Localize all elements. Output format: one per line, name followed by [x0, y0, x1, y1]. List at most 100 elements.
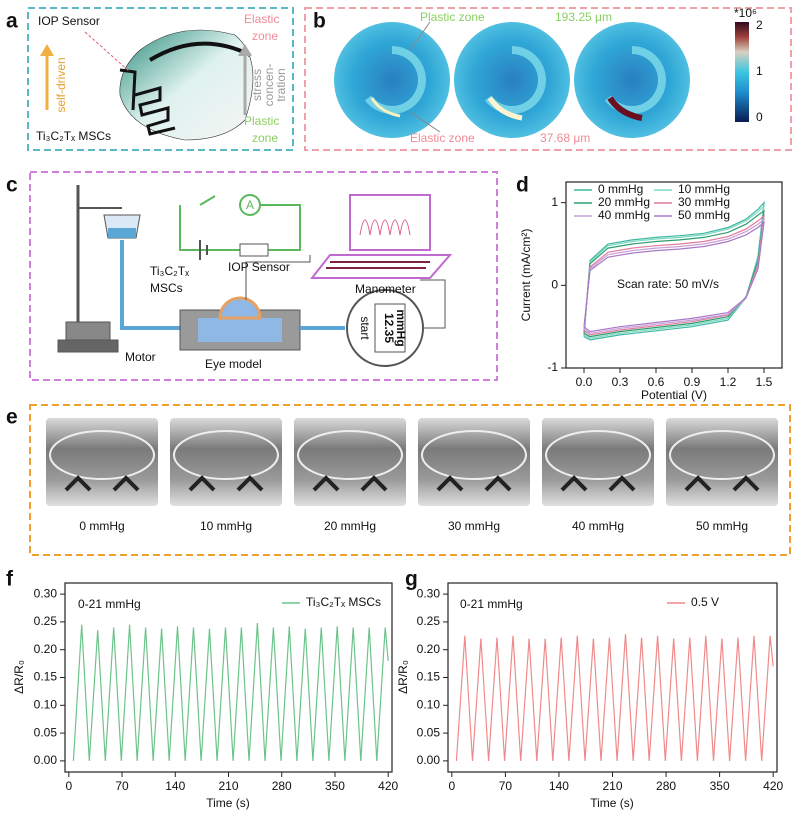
x-tick-label: 0.0: [576, 375, 593, 389]
label: stress: [250, 69, 264, 101]
photo-electrode: [560, 475, 636, 492]
x-tick-label: 140: [165, 779, 185, 793]
y-axis-label: ΔR/R₀: [396, 660, 410, 694]
label: self-driven: [54, 57, 68, 112]
series-line: [583, 221, 765, 333]
y-tick-label: 0.00: [34, 753, 58, 767]
legend-label: Ti₃C₂Tₓ MSCs: [306, 595, 381, 609]
circuit: [179, 204, 301, 251]
x-axis-label: Time (s): [590, 796, 634, 810]
panel-frame: [29, 171, 498, 381]
simulation-disk: [334, 22, 450, 138]
resistor: [239, 243, 269, 257]
y-tick-label: 0.10: [417, 697, 441, 711]
y-tick-label: 0.30: [417, 586, 441, 600]
y-tick-label: 0.00: [417, 753, 441, 767]
pointer: [84, 31, 131, 73]
switch: [199, 195, 216, 206]
panel-frame: [304, 7, 792, 151]
label: A: [246, 198, 254, 212]
label: Manometer: [355, 282, 416, 296]
panel-letter: g: [405, 568, 418, 591]
electrode: [134, 86, 176, 136]
y-tick-label: 0.05: [417, 725, 441, 739]
x-tick-label: 140: [549, 779, 569, 793]
photo-row: 0 mmHg 10 mmHg 20 mmHg 30 mmHg 40 mmHg 50 mmH…: [46, 418, 778, 533]
plot-frame: [565, 181, 783, 369]
legend-label: 10 mmHg: [678, 182, 730, 196]
y-tick-label: 0.05: [34, 725, 58, 739]
panel-letter: f: [6, 568, 14, 591]
gauge-reading: 12.35: [382, 313, 396, 343]
legend-label: 20 mmHg: [598, 195, 650, 209]
y-axis-label: Current (mA/cm²): [519, 229, 533, 322]
label: Motor: [125, 350, 156, 364]
photo-label: 50 mmHg: [696, 519, 748, 533]
y-tick-label: 0.20: [417, 642, 441, 656]
photo-lens: [173, 430, 279, 480]
panel-letter: e: [6, 406, 18, 429]
series-line: [455, 634, 774, 761]
x-tick-label: 1.2: [720, 375, 737, 389]
label: concen-: [262, 64, 276, 107]
photo-lens: [669, 430, 775, 480]
y-tick-label: 0.25: [34, 614, 58, 628]
photo-lens: [297, 430, 403, 480]
photo-lens: [421, 430, 527, 480]
y-tick-label: 0: [551, 278, 558, 292]
label: Plastic: [244, 114, 279, 128]
photo-electrode: [436, 475, 512, 492]
gauge-display: [374, 303, 406, 353]
x-tick-label: 280: [272, 779, 292, 793]
base: [57, 339, 119, 353]
legend-label: 40 mmHg: [598, 208, 650, 222]
label: Elastic: [244, 12, 279, 26]
x-tick-label: 0.3: [612, 375, 629, 389]
photo-label: 10 mmHg: [200, 519, 252, 533]
photo-lens: [49, 430, 155, 480]
ammeter: [239, 194, 261, 216]
plot-frame: [447, 582, 778, 773]
colorbar-tick-label: 2: [756, 18, 763, 32]
pointer: [409, 111, 441, 133]
colorbar-label: *10⁶: [734, 6, 757, 20]
y-tick-label: 0.15: [34, 670, 58, 684]
annotation: Scan rate: 50 mV/s: [617, 277, 719, 291]
y-tick-label: -1: [547, 360, 558, 374]
screen-trace: [359, 219, 411, 236]
apparatus: [57, 185, 453, 367]
photo-label: 20 mmHg: [324, 519, 376, 533]
photo-electrode: [684, 475, 760, 492]
legend-label: 0.5 V: [691, 595, 719, 609]
x-tick-label: 0.6: [648, 375, 665, 389]
series-line: [583, 214, 765, 336]
motor-block: [65, 321, 111, 341]
label: IOP Sensor: [38, 14, 100, 28]
x-tick-label: 70: [115, 779, 129, 793]
label: Elastic zone: [410, 131, 475, 145]
label: zone: [252, 29, 278, 43]
colorbar: [735, 22, 749, 122]
x-tick-label: 350: [710, 779, 730, 793]
x-tick-label: 210: [218, 779, 238, 793]
photo-electrode: [64, 475, 140, 492]
label: IOP Sensor: [228, 260, 290, 274]
label: Ti₃C₂Tₓ: [150, 264, 189, 278]
gauge-reading: mmHg: [394, 309, 408, 346]
x-tick-label: 420: [378, 779, 398, 793]
label: zone: [252, 131, 278, 145]
y-axis-label: ΔR/R₀: [12, 660, 26, 694]
label: Ti₃C₂Tₓ MSCs: [36, 129, 111, 143]
photo-electrode: [312, 475, 388, 492]
series-line: [583, 204, 765, 339]
y-tick-label: 0.30: [34, 586, 58, 600]
series-line: [583, 217, 765, 334]
x-tick-label: 420: [763, 779, 783, 793]
label: 37.68 μm: [540, 131, 590, 145]
electrode: [148, 41, 251, 62]
legend-label: 50 mmHg: [678, 208, 730, 222]
x-tick-label: 0: [448, 779, 455, 793]
strain-spot: [487, 96, 523, 121]
series-line: [583, 209, 765, 338]
